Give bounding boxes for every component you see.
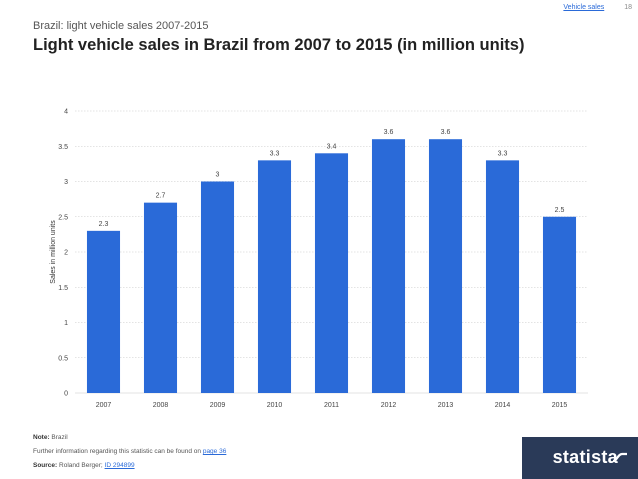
chart-title: Light vehicle sales in Brazil from 2007 … (33, 36, 525, 54)
data-label-2010: 3.3 (270, 150, 280, 157)
x-tick-label: 2009 (210, 402, 226, 409)
top-navigation: Vehicle sales 18 (563, 4, 632, 11)
note-line: Note: Brazil (33, 434, 68, 441)
y-tick-label: 4 (64, 109, 68, 116)
source-link[interactable]: ID 294899 (104, 462, 135, 469)
x-tick-label: 2013 (438, 402, 454, 409)
bar-2015 (542, 216, 577, 393)
y-tick-label: 3.5 (58, 144, 68, 151)
section-link[interactable]: Vehicle sales (563, 4, 605, 11)
statista-logo: statista (552, 447, 618, 467)
y-tick-label: 0 (64, 391, 68, 398)
y-tick-label: 1.5 (58, 285, 68, 292)
data-label-2011: 3.4 (327, 143, 337, 150)
source-line: Source: Roland Berger; ID 294899 (33, 462, 135, 469)
note-label: Note: (33, 434, 50, 441)
further-info-text: Further information regarding this stati… (33, 448, 202, 455)
x-tick-label: 2012 (381, 402, 397, 409)
further-info-link[interactable]: page 36 (202, 448, 227, 455)
x-tick-label: 2014 (495, 402, 511, 409)
data-label-2012: 3.6 (384, 129, 394, 136)
data-label-2009: 3 (216, 172, 220, 179)
source-label: Source: (33, 462, 58, 469)
bar-2008 (143, 202, 178, 393)
x-tick-label: 2011 (324, 402, 339, 409)
data-label-2008: 2.7 (156, 193, 166, 200)
bar-2013 (428, 139, 463, 393)
y-tick-label: 2.5 (58, 214, 68, 221)
data-label-2014: 3.3 (498, 150, 508, 157)
x-tick-label: 2007 (96, 402, 112, 409)
y-tick-label: 0.5 (58, 355, 68, 362)
bar-2012 (371, 139, 406, 393)
statista-wave-icon (612, 452, 627, 463)
bar-2014 (485, 160, 520, 393)
chart-subtitle: Brazil: light vehicle sales 2007-2015 (33, 20, 209, 32)
bar-2009 (200, 181, 235, 393)
bar-2010 (257, 160, 292, 393)
x-tick-label: 2010 (267, 402, 283, 409)
source-text: Roland Berger; (59, 462, 103, 469)
x-tick-label: 2008 (153, 402, 169, 409)
x-tick-label: 2015 (552, 402, 568, 409)
y-axis-label: Sales in million units (50, 220, 57, 284)
y-tick-label: 3 (64, 179, 68, 186)
data-label-2015: 2.5 (555, 207, 565, 214)
page-number: 18 (624, 4, 632, 11)
y-tick-label: 2 (64, 250, 68, 257)
brand-bar (522, 437, 638, 479)
y-tick-label: 1 (64, 320, 68, 327)
further-info-line: Further information regarding this stati… (33, 448, 226, 455)
note-text: Brazil (51, 434, 68, 441)
data-label-2013: 3.6 (441, 129, 451, 136)
data-label-2007: 2.3 (99, 221, 109, 228)
bar-2007 (86, 230, 121, 393)
bar-2011 (314, 153, 349, 393)
